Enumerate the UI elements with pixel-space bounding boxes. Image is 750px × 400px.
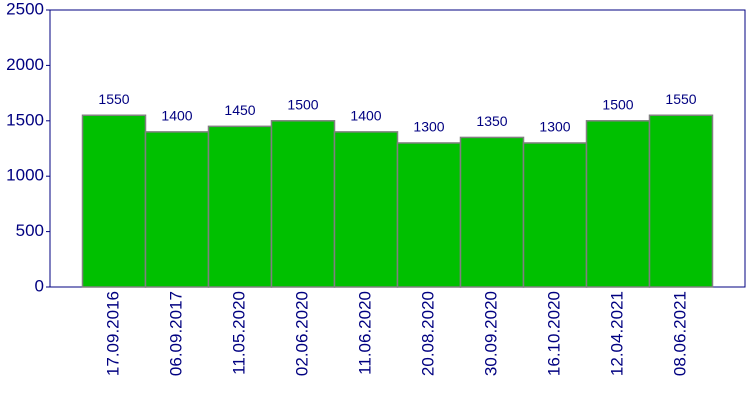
x-tick-label: 16.10.2020 [544, 291, 563, 376]
bar [522, 142, 588, 288]
x-tick-label: 11.05.2020 [229, 291, 248, 375]
value-label: 1350 [476, 113, 507, 129]
bar [333, 131, 399, 288]
y-tick-label: 1000 [6, 166, 44, 185]
value-label: 1550 [98, 91, 129, 107]
x-tick-label: 11.06.2020 [355, 291, 374, 375]
value-label: 1500 [602, 97, 633, 113]
y-tick-label: 0 [35, 276, 44, 295]
bar [207, 125, 273, 288]
value-label: 1500 [287, 97, 318, 113]
bar [459, 136, 525, 288]
y-tick-label: 500 [16, 221, 44, 240]
x-tick-label: 06.09.2017 [166, 291, 185, 376]
value-label: 1450 [224, 102, 255, 118]
x-tick-label: 08.06.2021 [670, 291, 689, 376]
x-tick-label: 02.06.2020 [292, 291, 311, 376]
bar [81, 114, 147, 288]
x-tick-label: 30.09.2020 [481, 291, 500, 376]
value-label: 1300 [539, 119, 570, 135]
value-label: 1400 [350, 108, 381, 124]
y-tick-label: 2000 [6, 55, 44, 74]
bar [585, 120, 651, 288]
value-label: 1300 [413, 119, 444, 135]
x-tick-label: 12.04.2021 [607, 291, 626, 376]
bar [270, 120, 336, 288]
x-tick-label: 17.09.2016 [103, 291, 122, 376]
x-tick-label: 20.08.2020 [418, 291, 437, 376]
value-label: 1550 [665, 91, 696, 107]
y-tick-label: 1500 [6, 110, 44, 129]
bar [648, 114, 714, 288]
value-label: 1400 [161, 108, 192, 124]
bar [144, 131, 210, 288]
y-tick-label: 2500 [6, 0, 44, 18]
bar [396, 142, 462, 288]
